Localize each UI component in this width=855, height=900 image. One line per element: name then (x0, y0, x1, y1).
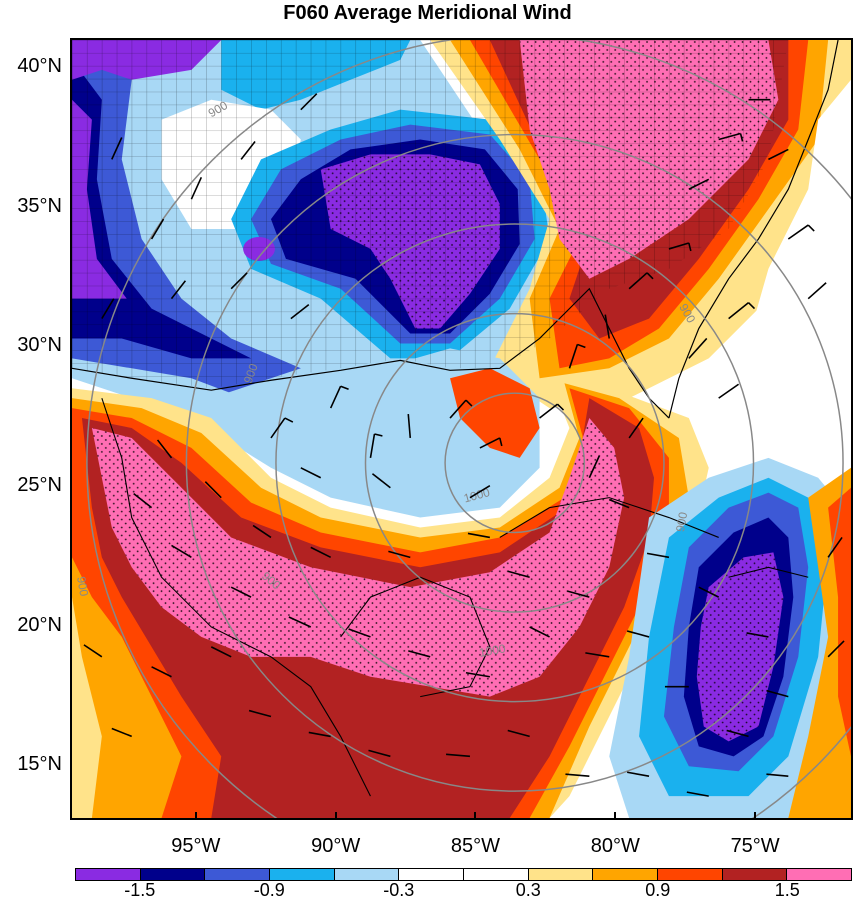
colorbar-segment (334, 869, 400, 880)
hispaniola-coastline (728, 566, 809, 578)
longitude-label: 90°W (311, 835, 361, 857)
meridional-wind-map[interactable]: 900 900 900 900 1000 900 900 1000 (72, 40, 851, 818)
latitude-label: 40°N (17, 54, 62, 77)
contour-label: 900 (241, 361, 261, 385)
longitude-tick (614, 812, 617, 820)
east-low-stipple (696, 552, 784, 742)
yucatan-coastline (340, 576, 491, 698)
colorbar (75, 868, 852, 881)
county-boundaries (72, 40, 789, 389)
contour-lines (86, 40, 851, 818)
longitude-tick (194, 812, 197, 820)
colorbar-segment (658, 869, 723, 880)
colorbar-segment (76, 869, 141, 880)
longitude-tick (334, 812, 337, 820)
map-panel[interactable]: 900 900 900 900 1000 900 900 1000 (70, 38, 853, 820)
colorbar-segment (464, 869, 529, 880)
mexico-coastline (101, 397, 371, 797)
colorbar-segment (140, 869, 206, 880)
far-east-red-field (828, 487, 851, 757)
colorbar-segment (722, 869, 788, 880)
longitude-label: 95°W (171, 835, 221, 857)
contour-label: 900 (74, 575, 91, 597)
contour-label: 1000 (478, 641, 507, 659)
latitude-label: 15°N (17, 753, 62, 776)
colorbar-label: -0.9 (253, 880, 285, 900)
gulf-coastline (72, 287, 670, 419)
latitude-label: 25°N (17, 473, 62, 496)
longitude-label: 75°W (730, 835, 780, 857)
colorbar-segment (270, 869, 335, 880)
longitude-label: 80°W (590, 835, 640, 857)
contour-label: 900 (673, 511, 690, 533)
latitude-label: 35°N (17, 194, 62, 217)
colorbar-segment (528, 869, 594, 880)
colorbar-label: 1.5 (774, 880, 800, 900)
latitude-label: 20°N (17, 613, 62, 636)
colorbar-segment (593, 869, 659, 880)
central-gulf-red-field (450, 368, 540, 458)
colorbar-label: 0.9 (645, 880, 671, 900)
colorbar-segment (399, 869, 465, 880)
colorbar-label: -0.3 (383, 880, 415, 900)
longitude-tick (474, 812, 477, 820)
contour-label: 1000 (462, 485, 492, 505)
wind-barbs (83, 93, 845, 797)
east-coastline (668, 40, 839, 419)
colorbar-label: 0.3 (515, 880, 541, 900)
latitude-label: 30°N (17, 334, 62, 357)
colorbar-label: -1.5 (124, 880, 156, 900)
colorbar-segment (205, 869, 271, 880)
cuba-coastline (499, 497, 719, 538)
colorbar-segment (787, 869, 852, 880)
south-stipple (91, 418, 625, 697)
east-coast-white-gap (708, 79, 851, 518)
longitude-label: 85°W (450, 835, 501, 857)
longitude-tick (754, 812, 757, 820)
map-title: F060 Average Meridional Wind (283, 2, 572, 24)
